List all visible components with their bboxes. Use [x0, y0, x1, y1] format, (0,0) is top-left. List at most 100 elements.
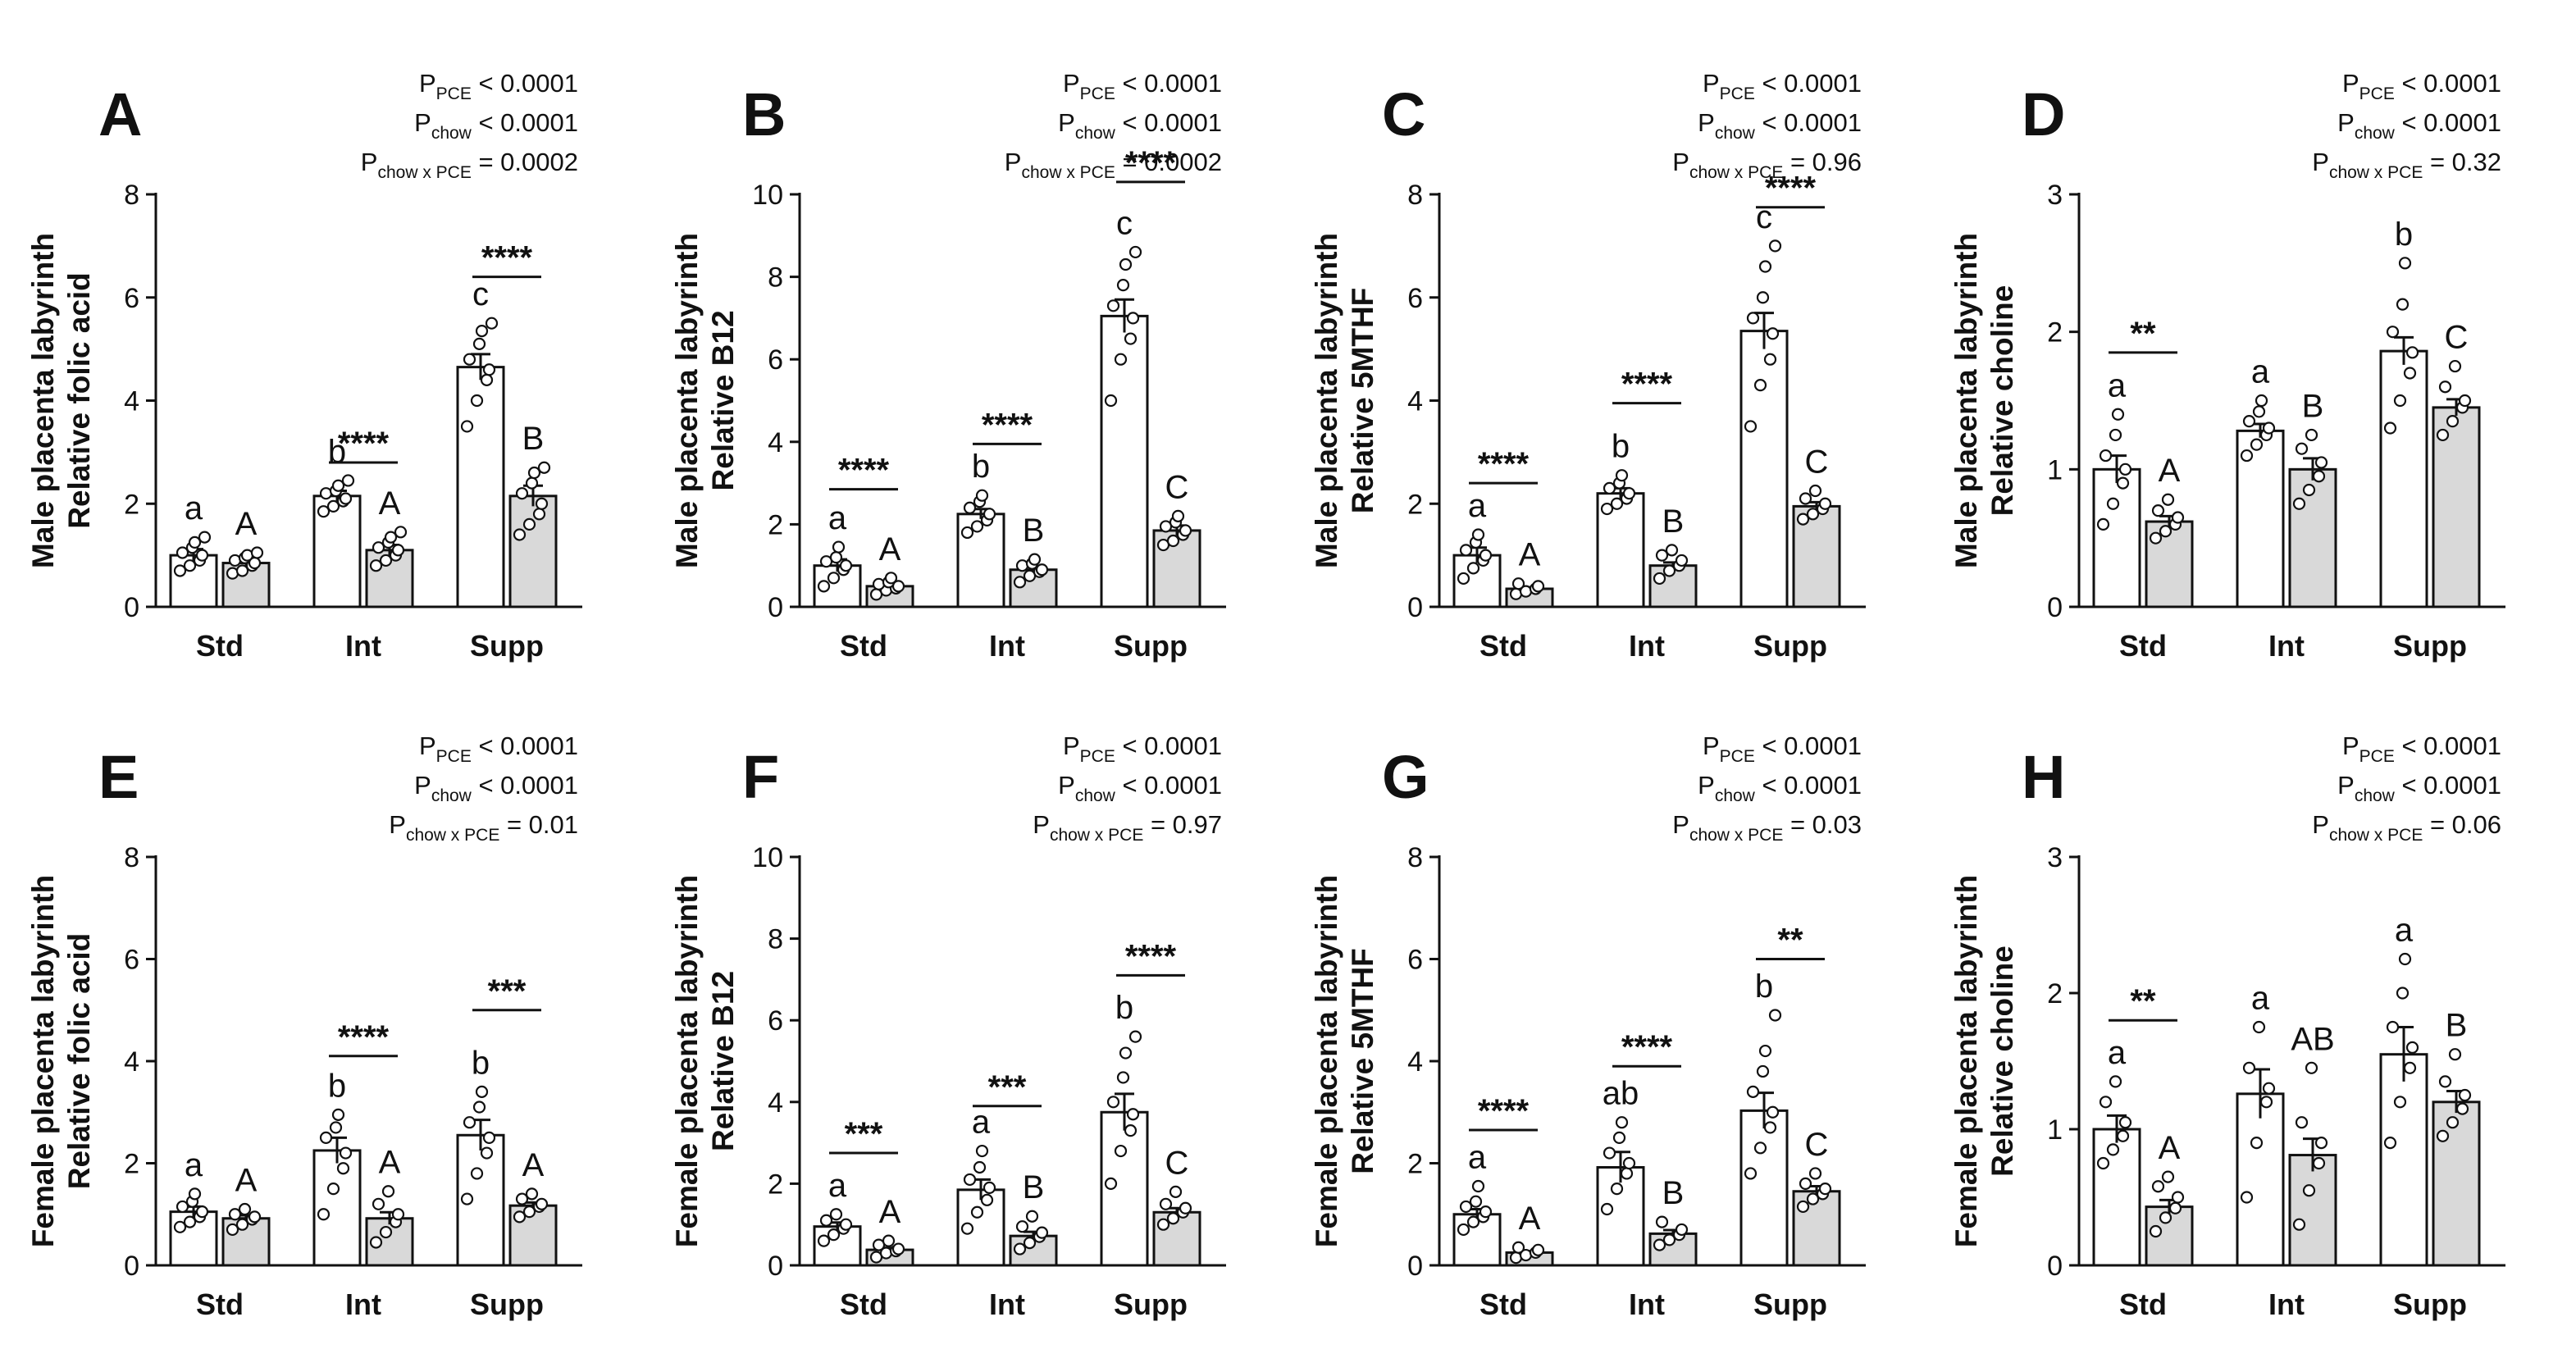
significance-stars: ****: [1621, 1029, 1673, 1065]
data-point: [829, 551, 843, 564]
p-subscript: PCE: [2359, 747, 2395, 766]
data-point: [2295, 442, 2309, 455]
data-point: [1818, 497, 1832, 510]
x-tick-label: Int: [1629, 1287, 1665, 1321]
data-point: [2436, 1129, 2450, 1142]
data-point: [1179, 1201, 1192, 1214]
data-point: [1806, 508, 1820, 521]
panel-c: C Male placenta labyrinthRelative 5MTHF 0 2…: [1310, 69, 1866, 663]
p-value: = 0.96: [1783, 148, 1862, 176]
group-letter: A: [1519, 537, 1541, 573]
data-point: [1479, 1205, 1493, 1219]
group-letter: b: [1115, 990, 1133, 1026]
y-tick-label: 0: [124, 592, 139, 623]
data-point: [372, 1197, 385, 1210]
data-point: [1655, 1215, 1669, 1228]
data-point: [1603, 1146, 1616, 1160]
group-letter: b: [328, 1068, 346, 1104]
data-point: [2106, 1143, 2120, 1156]
data-point: [983, 1181, 996, 1194]
panel-letter: B: [742, 80, 786, 148]
group-letter: b: [1612, 429, 1630, 465]
data-point: [980, 1193, 994, 1206]
data-point: [1466, 562, 1480, 575]
data-point: [2305, 1061, 2318, 1074]
data-point: [2161, 493, 2175, 506]
data-point: [1479, 549, 1493, 562]
data-point: [470, 394, 484, 408]
data-point: [827, 572, 841, 585]
group-letter: C: [1165, 469, 1189, 505]
data-point: [1746, 1085, 1760, 1098]
data-point: [832, 540, 846, 554]
data-point: [250, 546, 264, 559]
p-subscript: chow x PCE: [1050, 826, 1143, 845]
data-point: [884, 572, 898, 585]
p-symbol: P: [1672, 810, 1689, 839]
data-point: [1756, 291, 1770, 304]
group-letter: b: [2395, 216, 2413, 253]
data-point: [522, 1205, 536, 1219]
x-tick-label: Supp: [1753, 1287, 1827, 1321]
data-point: [460, 1192, 474, 1205]
p-value: = 0.06: [2423, 810, 2501, 839]
data-point: [2458, 394, 2472, 408]
data-point: [2292, 1218, 2306, 1231]
data-point: [2314, 1136, 2328, 1150]
p-value: < 0.0001: [1115, 731, 1222, 760]
data-point: [2292, 497, 2306, 510]
data-point: [513, 1210, 527, 1224]
data-point: [975, 1144, 989, 1158]
p-value-line: PPCE < 0.0001: [2342, 731, 2501, 766]
p-value: < 0.0001: [1115, 108, 1222, 137]
data-point: [1763, 1121, 1777, 1134]
data-point: [2149, 1224, 2163, 1238]
p-value-line: Pchow < 0.0001: [414, 771, 578, 805]
data-point: [463, 353, 476, 366]
group-letter: C: [1805, 1127, 1829, 1163]
data-point: [2403, 1061, 2417, 1074]
data-point: [1511, 577, 1525, 590]
group-letter: a: [2251, 981, 2270, 1017]
data-point: [1808, 484, 1822, 498]
p-subscript: PCE: [2359, 84, 2395, 103]
data-point: [1746, 312, 1760, 325]
data-point: [1028, 553, 1042, 566]
data-point: [1116, 279, 1130, 292]
bar-pce: [508, 494, 558, 608]
data-point: [238, 1202, 252, 1216]
p-subscript: chow x PCE: [2329, 826, 2423, 845]
data-point: [381, 1185, 395, 1198]
data-point: [1035, 1226, 1049, 1239]
data-point: [2109, 428, 2122, 442]
y-axis-label-line: Male placenta labyrinth: [1310, 233, 1343, 568]
data-point: [475, 1085, 489, 1098]
p-value-line: PPCE < 0.0001: [419, 69, 578, 103]
data-point: [1119, 257, 1133, 271]
p-symbol: P: [1672, 148, 1689, 176]
group-letter: a: [1468, 488, 1487, 524]
y-axis-label-line: Male placenta labyrinth: [26, 233, 60, 568]
data-point: [485, 317, 499, 330]
p-subscript: chow: [1075, 786, 1116, 805]
data-point: [472, 1101, 486, 1114]
data-point: [1128, 1030, 1142, 1043]
data-point: [384, 531, 398, 544]
data-point: [2096, 1156, 2110, 1170]
data-point: [1655, 549, 1669, 562]
data-point: [1796, 1200, 1810, 1214]
data-point: [975, 489, 989, 502]
data-point: [513, 528, 527, 541]
group-letter: a: [2108, 367, 2127, 403]
x-tick-label: Int: [1629, 629, 1665, 663]
y-tick-label: 2: [768, 1169, 783, 1200]
data-point: [1610, 497, 1624, 510]
data-point: [198, 531, 212, 544]
data-point: [1622, 487, 1636, 500]
bar-control: [312, 1149, 362, 1267]
p-value-line: Pchow < 0.0001: [1058, 108, 1222, 143]
